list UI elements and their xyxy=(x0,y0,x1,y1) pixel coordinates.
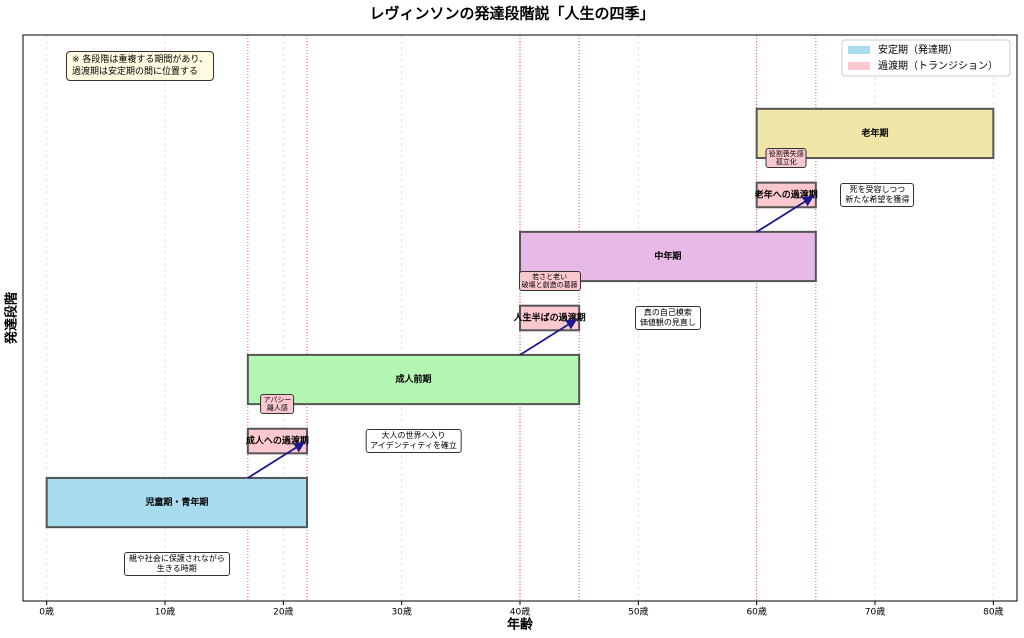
transition-arrow xyxy=(247,441,306,479)
stage-bar xyxy=(45,476,309,529)
legend-swatch xyxy=(848,46,870,54)
legend-label: 安定期（発達期） xyxy=(878,43,958,56)
legend-label: 過渡期（トランジション） xyxy=(878,59,998,72)
x-tick-label: 10歳 xyxy=(155,606,175,618)
x-tick-label: 80歳 xyxy=(983,606,1003,618)
x-axis-label: 年齢 xyxy=(507,617,534,633)
crisis-label: 役割喪失感 孤立化 xyxy=(765,148,807,169)
annotation: 大人の世界へ入り アイデンティティを確立 xyxy=(365,429,462,454)
x-tick-label: 60歳 xyxy=(746,606,766,618)
chart-title: レヴィンソンの発達段階説「人生の四季」 xyxy=(369,5,654,23)
legend-swatch xyxy=(848,62,870,70)
x-tick-label: 70歳 xyxy=(865,606,885,618)
x-tick-label: 20歳 xyxy=(273,606,293,618)
stage-label: 中年期 xyxy=(654,250,681,262)
x-tick-label: 0歳 xyxy=(39,606,54,618)
note-box: ※ 各段階は重複する期間があり、 過渡期は安定期の間に位置する xyxy=(66,51,215,81)
legend: 安定期（発達期） 過渡期（トランジション） xyxy=(841,39,1011,77)
y-axis-label: 発達段階 xyxy=(4,292,20,345)
transition-arrow xyxy=(519,318,578,356)
stage-label: 児童期・青年期 xyxy=(144,496,208,508)
crisis-label: 若さと老い 破壊と創造の葛藤 xyxy=(518,271,581,292)
stage-label: 老年への過渡期 xyxy=(754,188,818,200)
annotation: 真の自己模索 価値観の見直し xyxy=(634,306,701,330)
transition-arrow xyxy=(756,195,815,233)
plot-frame xyxy=(22,34,1018,602)
x-tick-label: 30歳 xyxy=(391,606,411,618)
crisis-label: アパシー 離人感 xyxy=(260,394,295,415)
stage-label: 人生半ばの過渡期 xyxy=(513,312,586,324)
stage-label: 成人前期 xyxy=(395,373,431,385)
legend-frame xyxy=(841,39,1011,77)
annotation: 親や社会に保護されながら 生きる時期 xyxy=(123,552,230,577)
x-tick-label: 50歳 xyxy=(628,606,648,618)
stage-bar xyxy=(246,353,581,406)
stage-label: 老年期 xyxy=(860,127,888,139)
x-tick-label: 40歳 xyxy=(510,606,530,618)
annotation: 死を受容しつつ 新たな希望を獲得 xyxy=(840,182,915,207)
